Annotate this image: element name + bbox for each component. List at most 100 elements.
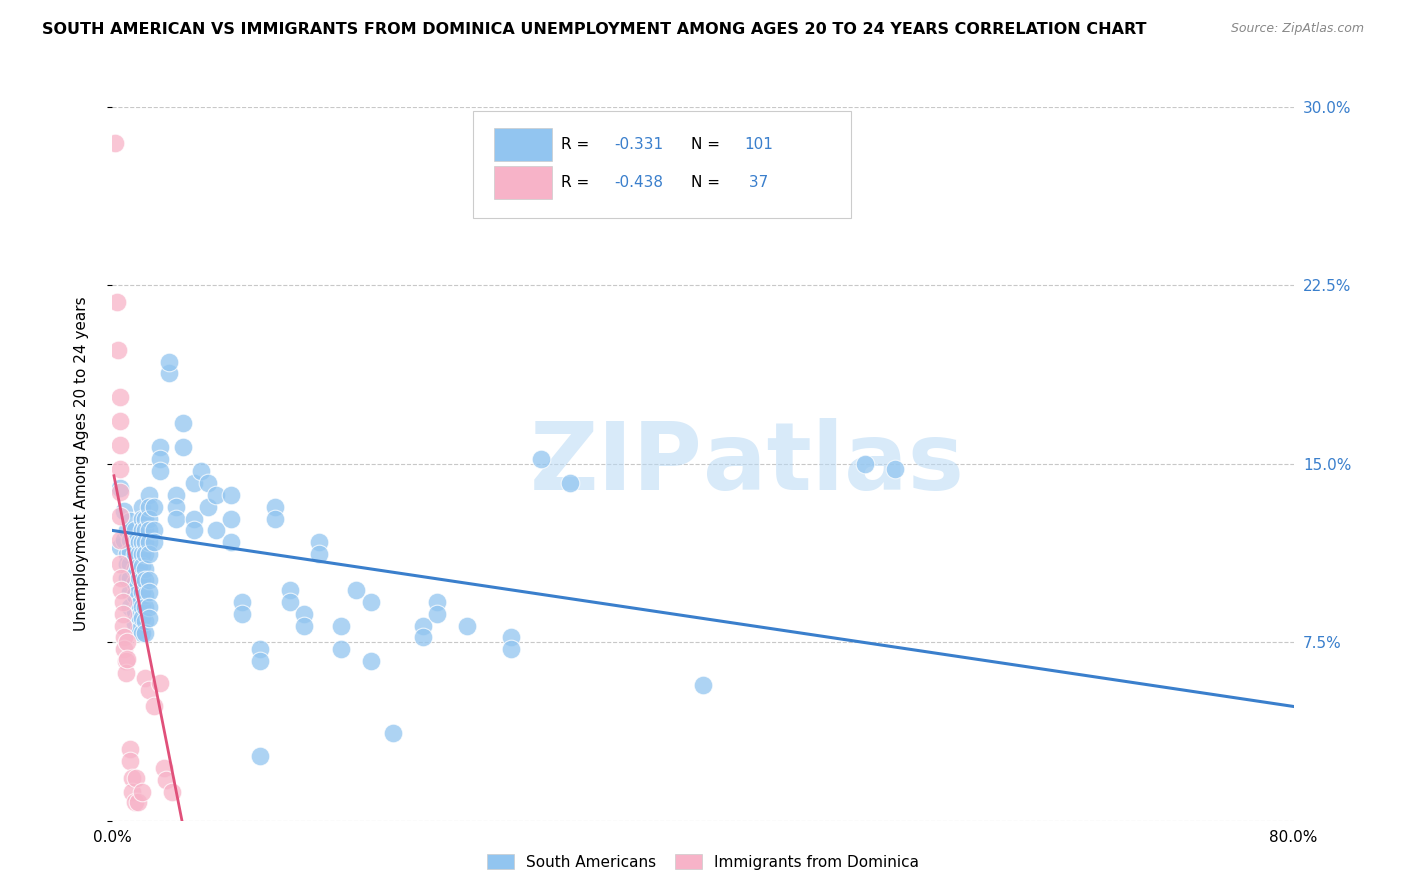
Point bbox=[183, 475, 205, 490]
Point bbox=[124, 547, 146, 561]
Point bbox=[855, 457, 877, 471]
Point bbox=[142, 535, 165, 549]
Y-axis label: Unemployment Among Ages 20 to 24 years: Unemployment Among Ages 20 to 24 years bbox=[75, 296, 89, 632]
Point bbox=[249, 654, 271, 668]
Point bbox=[529, 452, 551, 467]
Point bbox=[117, 524, 138, 538]
Point bbox=[112, 631, 135, 645]
Point bbox=[128, 559, 150, 574]
Point bbox=[131, 574, 153, 588]
Point bbox=[128, 571, 150, 585]
Point bbox=[142, 699, 165, 714]
Point bbox=[197, 500, 219, 514]
Point bbox=[205, 524, 228, 538]
Point bbox=[131, 500, 153, 514]
Point bbox=[134, 547, 156, 561]
FancyBboxPatch shape bbox=[494, 128, 551, 161]
Point bbox=[165, 511, 187, 525]
Point bbox=[411, 618, 433, 632]
Point bbox=[165, 488, 187, 502]
Point bbox=[138, 535, 160, 549]
Point bbox=[172, 440, 194, 454]
Point bbox=[128, 547, 150, 561]
Point bbox=[131, 625, 153, 640]
Point bbox=[138, 500, 160, 514]
Point bbox=[884, 461, 907, 475]
Point bbox=[692, 678, 714, 692]
Point bbox=[120, 557, 142, 571]
Point bbox=[249, 642, 271, 657]
Point bbox=[112, 642, 135, 657]
Point bbox=[219, 488, 242, 502]
Point bbox=[128, 624, 150, 638]
Point bbox=[120, 585, 142, 599]
Point bbox=[108, 461, 131, 475]
Point bbox=[501, 631, 523, 645]
Point bbox=[120, 599, 142, 614]
Text: N =: N = bbox=[692, 175, 725, 190]
Point bbox=[121, 771, 143, 785]
Point bbox=[134, 588, 156, 602]
Point bbox=[138, 682, 160, 697]
Point bbox=[108, 557, 131, 571]
Point bbox=[197, 475, 219, 490]
Point bbox=[110, 582, 132, 597]
Point bbox=[131, 559, 153, 574]
Point bbox=[292, 618, 315, 632]
Point bbox=[111, 607, 134, 621]
Point bbox=[360, 654, 382, 668]
Text: -0.331: -0.331 bbox=[614, 136, 664, 152]
Point bbox=[108, 540, 131, 554]
Text: R =: R = bbox=[561, 136, 595, 152]
Point bbox=[360, 595, 382, 609]
FancyBboxPatch shape bbox=[494, 166, 551, 199]
Text: 37: 37 bbox=[744, 175, 769, 190]
Point bbox=[120, 571, 142, 585]
Point bbox=[157, 354, 180, 368]
Point bbox=[124, 616, 146, 631]
Point bbox=[149, 464, 172, 478]
Point bbox=[134, 535, 156, 549]
Text: N =: N = bbox=[692, 136, 725, 152]
Text: SOUTH AMERICAN VS IMMIGRANTS FROM DOMINICA UNEMPLOYMENT AMONG AGES 20 TO 24 YEAR: SOUTH AMERICAN VS IMMIGRANTS FROM DOMINI… bbox=[42, 22, 1147, 37]
Point bbox=[117, 547, 138, 561]
Point bbox=[114, 666, 136, 681]
Point bbox=[138, 611, 160, 625]
Point bbox=[264, 500, 287, 514]
Point bbox=[219, 535, 242, 549]
Point bbox=[382, 725, 405, 739]
Point bbox=[127, 795, 149, 809]
Point bbox=[142, 500, 165, 514]
Text: -0.438: -0.438 bbox=[614, 175, 664, 190]
Point bbox=[249, 749, 271, 764]
Point bbox=[134, 671, 156, 685]
Point bbox=[153, 761, 176, 775]
Point bbox=[124, 604, 146, 618]
Point bbox=[149, 452, 172, 467]
Point bbox=[134, 574, 156, 588]
Point bbox=[108, 509, 131, 524]
Point bbox=[134, 524, 156, 538]
Text: atlas: atlas bbox=[703, 417, 965, 510]
Point bbox=[131, 524, 153, 538]
Point bbox=[134, 511, 156, 525]
Point bbox=[264, 511, 287, 525]
Point bbox=[138, 585, 160, 599]
Point bbox=[160, 785, 183, 799]
Point bbox=[128, 597, 150, 611]
Point bbox=[108, 533, 131, 547]
Point bbox=[110, 571, 132, 585]
Point bbox=[231, 595, 253, 609]
Point bbox=[108, 481, 131, 495]
Point bbox=[157, 367, 180, 381]
Point bbox=[278, 595, 301, 609]
Point bbox=[456, 618, 478, 632]
Point bbox=[131, 511, 153, 525]
Point bbox=[138, 511, 160, 525]
Point bbox=[104, 136, 127, 150]
Point bbox=[117, 557, 138, 571]
Point bbox=[108, 438, 131, 452]
Point bbox=[124, 524, 146, 538]
Point bbox=[344, 582, 367, 597]
Point bbox=[292, 607, 315, 621]
